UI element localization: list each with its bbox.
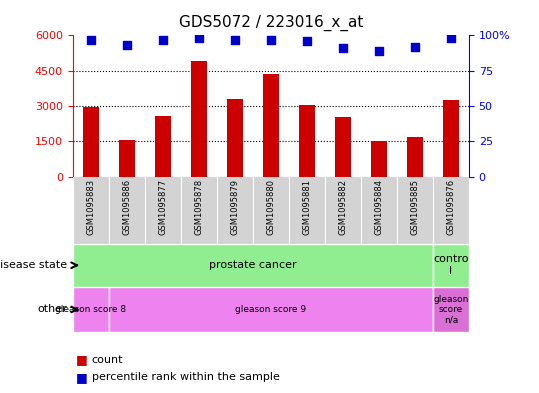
- Text: other: other: [38, 305, 67, 314]
- Point: [158, 37, 167, 43]
- Bar: [262, 74, 279, 177]
- Text: gleason score 9: gleason score 9: [236, 305, 306, 314]
- Text: GSM1095878: GSM1095878: [195, 179, 203, 235]
- Bar: [227, 99, 243, 177]
- Point: [231, 37, 239, 43]
- Bar: [433, 287, 469, 332]
- Point: [122, 42, 131, 48]
- Text: GSM1095886: GSM1095886: [122, 179, 132, 235]
- Point: [411, 44, 419, 50]
- Point: [195, 35, 203, 41]
- Point: [447, 35, 455, 41]
- Point: [375, 48, 383, 54]
- Text: prostate cancer: prostate cancer: [209, 260, 296, 270]
- Text: disease state: disease state: [0, 260, 67, 270]
- Bar: [407, 137, 423, 177]
- Bar: [119, 140, 135, 177]
- Text: GSM1095880: GSM1095880: [266, 179, 275, 235]
- Bar: [335, 117, 351, 177]
- Point: [338, 45, 347, 51]
- Bar: [109, 287, 433, 332]
- Text: GSM1095879: GSM1095879: [230, 179, 239, 235]
- Bar: [371, 141, 387, 177]
- Point: [267, 37, 275, 43]
- Text: GSM1095876: GSM1095876: [446, 179, 455, 235]
- Bar: [155, 116, 171, 177]
- Bar: [73, 287, 109, 332]
- Bar: [191, 61, 207, 177]
- Bar: [82, 107, 99, 177]
- Text: GSM1095881: GSM1095881: [302, 179, 312, 235]
- Point: [302, 38, 311, 44]
- Bar: [299, 105, 315, 177]
- Text: gleason
score
n/a: gleason score n/a: [433, 295, 468, 324]
- Point: [86, 37, 95, 43]
- Text: count: count: [92, 354, 123, 365]
- Text: percentile rank within the sample: percentile rank within the sample: [92, 372, 280, 382]
- Text: GSM1095884: GSM1095884: [375, 179, 383, 235]
- Text: GSM1095883: GSM1095883: [86, 179, 95, 235]
- Title: GDS5072 / 223016_x_at: GDS5072 / 223016_x_at: [178, 15, 363, 31]
- Text: gleason score 8: gleason score 8: [55, 305, 126, 314]
- Bar: [443, 100, 459, 177]
- Text: ■: ■: [75, 353, 87, 366]
- Text: GSM1095885: GSM1095885: [410, 179, 419, 235]
- Text: ■: ■: [75, 371, 87, 384]
- Text: contro
l: contro l: [433, 255, 469, 276]
- Bar: [433, 244, 469, 287]
- Text: GSM1095882: GSM1095882: [338, 179, 347, 235]
- Text: GSM1095877: GSM1095877: [158, 179, 167, 235]
